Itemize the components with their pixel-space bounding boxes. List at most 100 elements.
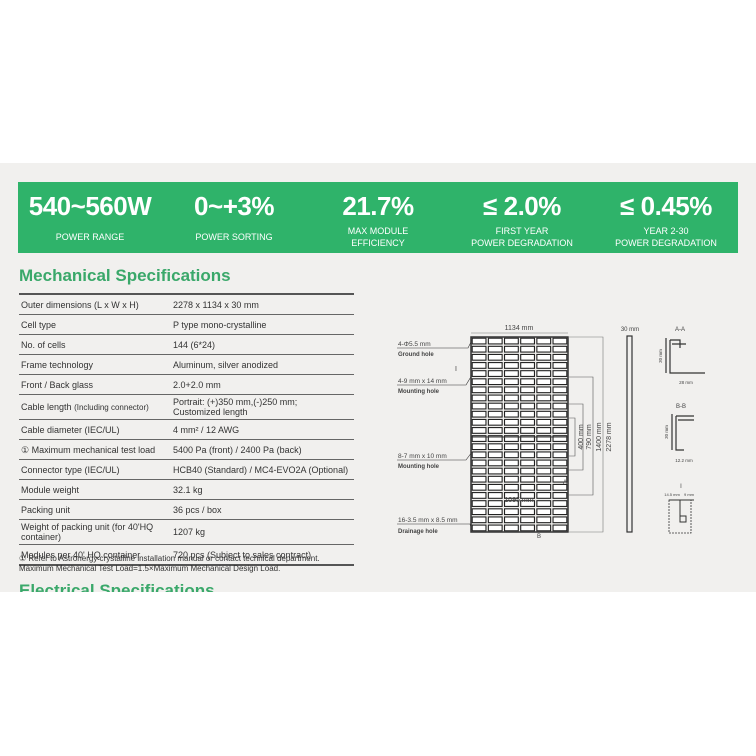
solar-cell [552, 427, 568, 434]
spec-value-text: 5400 Pa (front) / 2400 Pa (back) [173, 444, 302, 455]
solar-cell [536, 500, 552, 507]
solar-cell [552, 418, 568, 426]
solar-cell [536, 402, 552, 410]
dim-1400: 1400 mm [596, 422, 603, 451]
spec-value-text: 1207 kg [173, 527, 206, 537]
solar-cell [520, 386, 536, 394]
solar-cell [471, 508, 487, 516]
solar-cell [471, 443, 487, 451]
solar-cell [536, 451, 552, 459]
solar-cell [487, 459, 503, 467]
solar-cell [536, 459, 552, 467]
solar-cell [520, 418, 536, 426]
solar-cell [503, 386, 519, 394]
spec-value: 144 (6*24) [171, 334, 354, 355]
spec-key-text: Cell type [21, 319, 57, 330]
solar-cell [503, 378, 519, 386]
solar-cell [487, 492, 503, 499]
kpi-value: 0~+3% [194, 191, 274, 221]
kpi-power-range: 540~560W POWER RANGE [18, 182, 162, 253]
solar-cell [487, 451, 503, 459]
dim-400: 400 mm [578, 424, 585, 449]
solar-cell [503, 337, 519, 345]
footnote-line: Maximum Mechanical Test Load=1.5×Maximum… [19, 564, 281, 573]
solar-cell [536, 370, 552, 377]
kpi-label: POWER RANGE [55, 232, 125, 242]
solar-cell [471, 402, 487, 410]
spec-value-text: P type mono-crystalline [173, 319, 267, 330]
solar-cell [471, 386, 487, 394]
spec-row: Cable length (Including connector) Portra… [19, 394, 354, 420]
solar-cell [552, 524, 568, 532]
solar-cell [503, 394, 519, 402]
solar-cell [520, 467, 536, 475]
solar-cell [471, 467, 487, 475]
solar-cell [536, 443, 552, 451]
solar-cell [520, 435, 536, 442]
module-cell-grid [471, 337, 568, 532]
solar-cell [487, 508, 503, 516]
solar-cell [471, 353, 487, 361]
solar-cell [487, 427, 503, 434]
spec-key: Cell type [19, 314, 171, 335]
spec-key-text: Connector type (IEC/UL) [21, 464, 120, 475]
dim-2278: 2278 mm [606, 422, 613, 451]
spec-value: P type mono-crystalline [171, 314, 354, 335]
mark-i: I [455, 366, 457, 373]
spec-key-text: Frame technology [21, 359, 94, 370]
solar-cell [503, 516, 519, 524]
solar-cell [552, 459, 568, 467]
spec-row: Packing unit 36 pcs / box [19, 499, 354, 520]
spec-panel: 540~560W POWER RANGE 0~+3% POWER SORTING 2… [0, 163, 756, 592]
section-bb-profile [671, 414, 694, 451]
section-aa-profile [665, 338, 705, 374]
dim-i-a: 14.5 mm [664, 492, 680, 497]
dim-drain: 16-3.5 mm x 8.5 mm [398, 517, 458, 524]
solar-cell [503, 427, 519, 434]
solar-cell [552, 394, 568, 402]
solar-cell [552, 345, 568, 353]
spec-value: 4 mm² / 12 AWG [171, 419, 354, 440]
spec-key-text: Module weight [21, 484, 80, 495]
solar-cell [552, 508, 568, 516]
spec-value-text: 36 pcs / box [173, 504, 222, 515]
spec-row: Weight of packing unit (for 40'HQ contai… [19, 519, 354, 545]
solar-cell [471, 370, 487, 377]
solar-cell [487, 353, 503, 361]
solar-cell [520, 451, 536, 459]
solar-cell [487, 483, 503, 491]
kpi-efficiency: 21.7% MAX MODULE EFFICIENCY [306, 182, 450, 253]
spec-row: Connector type (IEC/UL) HCB40 (Standard) … [19, 459, 354, 480]
solar-cell [520, 362, 536, 369]
footnote: ① Refer to Astronergy crystalline instal… [19, 554, 320, 574]
solar-cell [536, 386, 552, 394]
spec-value-text: Portrait: (+)350 mm,(-)250 mm; [173, 397, 298, 407]
solar-cell [536, 475, 552, 483]
kpi-value: ≤ 0.45% [620, 191, 712, 221]
spec-value: Aluminum, silver anodized [171, 354, 354, 375]
spec-row: No. of cells 144 (6*24) [19, 334, 354, 355]
solar-cell [552, 353, 568, 361]
solar-cell [536, 483, 552, 491]
dim-790: 790 mm [586, 424, 593, 449]
solar-cell [471, 427, 487, 434]
solar-cell [520, 345, 536, 353]
solar-cell [536, 467, 552, 475]
spec-value-text: 144 (6*24) [173, 339, 216, 350]
label-mount1: Mounting hole [398, 389, 440, 395]
spec-value-text: 2.0+2.0 mm [173, 379, 221, 390]
spec-row: Outer dimensions (L x W x H) 2278 x 1134 … [19, 294, 354, 315]
spec-key: Weight of packing unit (for 40'HQ contai… [19, 519, 171, 545]
solar-cell [471, 483, 487, 491]
solar-cell [471, 500, 487, 507]
label-drain: Drainage hole [398, 529, 438, 535]
spec-value-text: Aluminum, silver anodized [173, 359, 279, 370]
solar-cell [471, 337, 487, 345]
solar-cell [536, 378, 552, 386]
spec-value: 1207 kg [171, 519, 354, 545]
label-mount2: Mounting hole [398, 464, 440, 470]
solar-cell [487, 394, 503, 402]
dim-mount1: 4-9 mm x 14 mm [398, 378, 447, 385]
section-title-electrical: Electrical Specifications [19, 581, 215, 592]
kpi-label: FIRST YEAR [495, 226, 549, 236]
